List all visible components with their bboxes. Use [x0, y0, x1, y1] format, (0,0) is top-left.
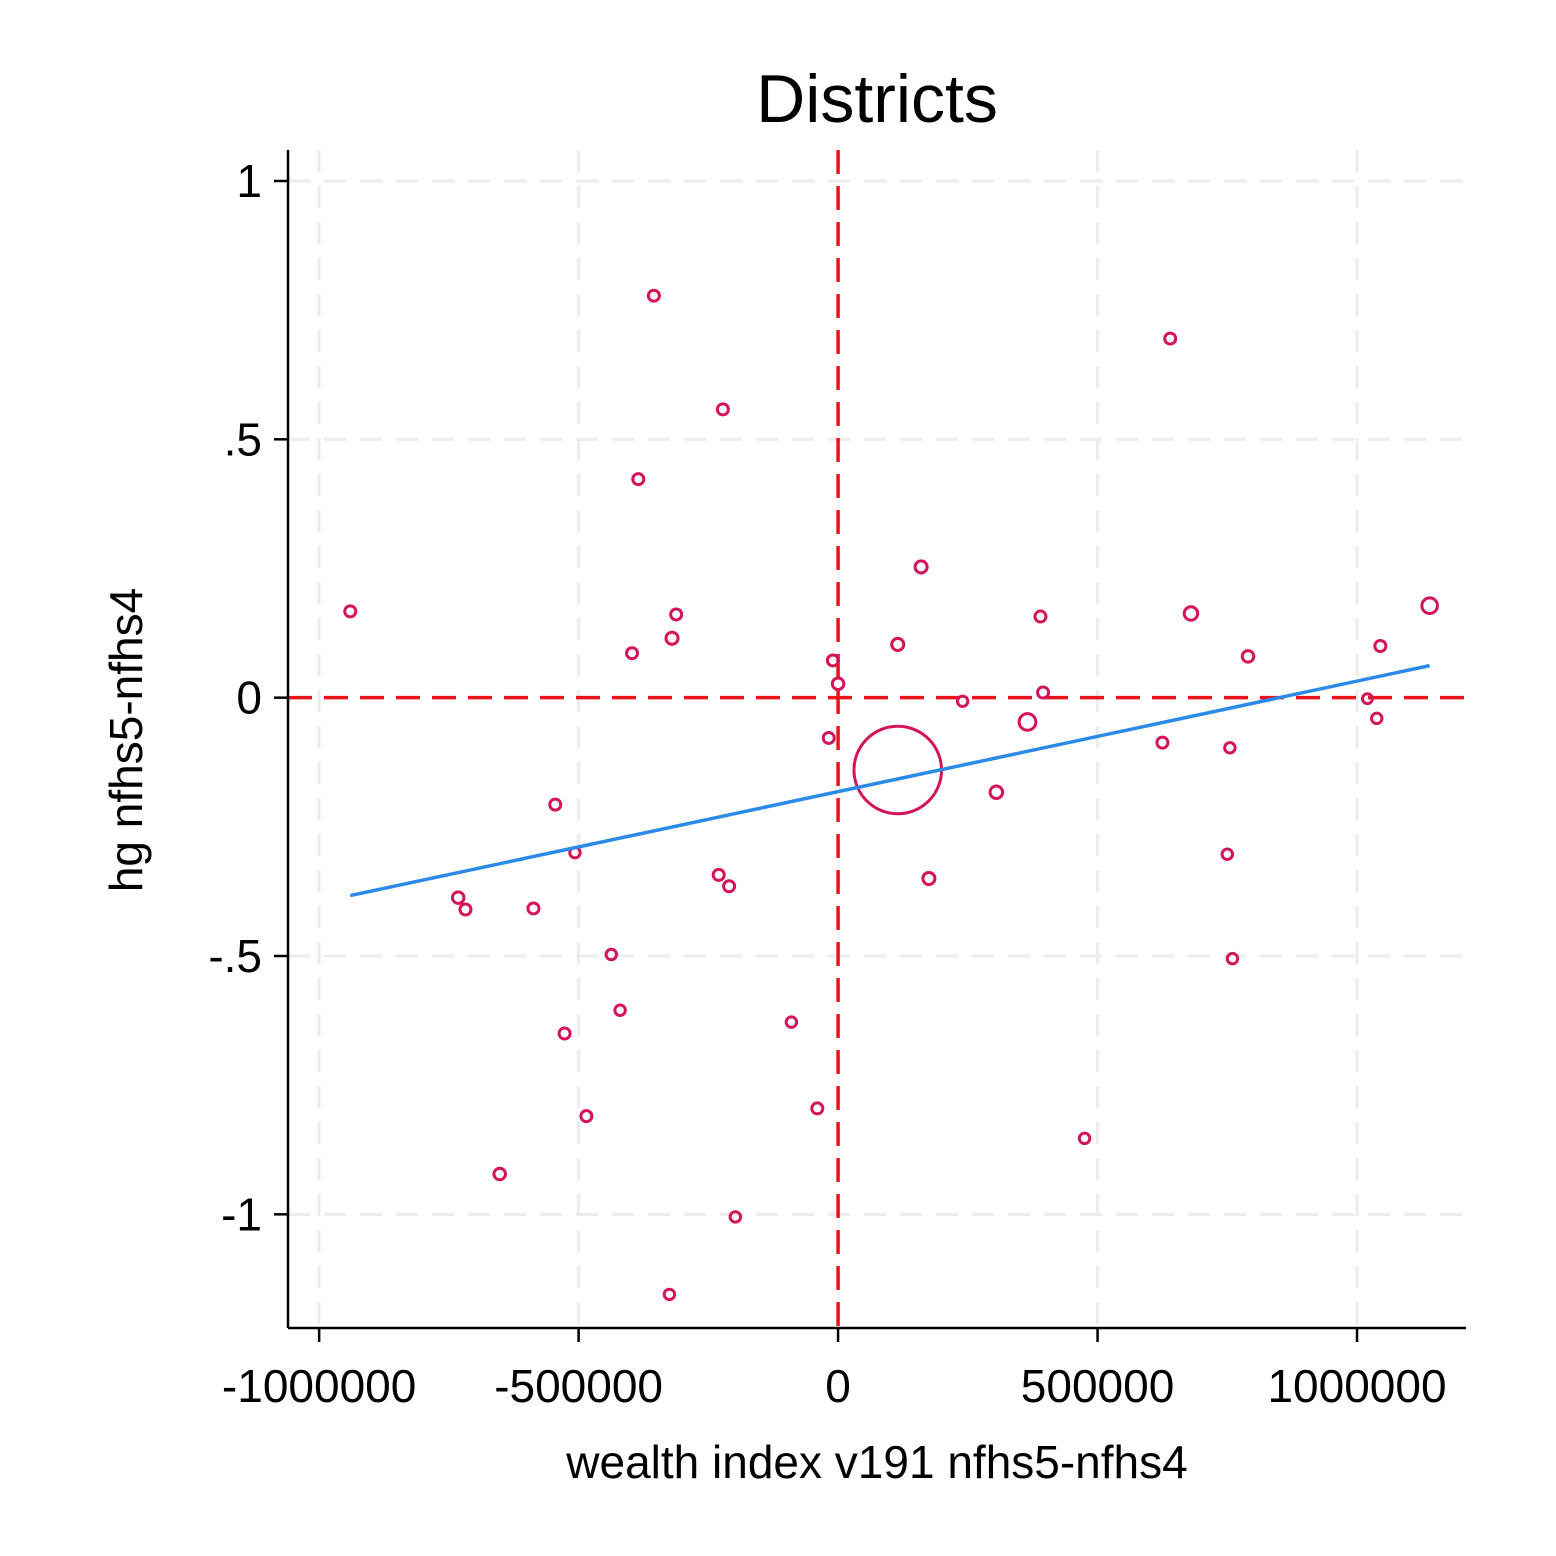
- data-point: [604, 947, 619, 962]
- data-point: [784, 1015, 799, 1029]
- y-tick-label: 1: [236, 155, 262, 207]
- data-point: [1220, 847, 1235, 861]
- y-tick-label: 0: [236, 672, 262, 724]
- data-point: [722, 879, 737, 894]
- data-point: [1182, 605, 1200, 622]
- data-point: [1077, 1131, 1092, 1146]
- x-tick-label: 1000000: [1267, 1360, 1446, 1412]
- fit-line-layer: [349, 663, 1431, 898]
- data-point: [890, 636, 906, 652]
- data-point: [625, 646, 640, 661]
- data-point: [579, 1109, 594, 1124]
- data-point: [728, 1210, 743, 1224]
- data-point: [631, 472, 646, 487]
- reference-lines: [288, 150, 1466, 1328]
- data-point: [825, 653, 840, 668]
- data-point: [1223, 741, 1237, 755]
- y-tick-label: -1: [221, 1188, 262, 1240]
- data-point: [1360, 692, 1374, 706]
- y-tick-label: -.5: [208, 930, 262, 982]
- data-point: [715, 402, 730, 417]
- data-point: [343, 604, 358, 619]
- data-point: [921, 870, 937, 887]
- data-point: [1370, 711, 1384, 726]
- data-point: [830, 676, 846, 691]
- axes: [274, 150, 1466, 1342]
- data-point: [1240, 649, 1256, 664]
- x-axis-title: wealth index v191 nfhs5-nfhs4: [565, 1436, 1187, 1488]
- data-point: [711, 867, 726, 882]
- data-point: [450, 890, 466, 905]
- data-point: [1036, 685, 1051, 700]
- data-point: [1163, 331, 1178, 346]
- data-point: [458, 902, 473, 917]
- data-point: [988, 784, 1005, 800]
- data-point: [557, 1026, 572, 1041]
- data-point: [548, 797, 563, 812]
- data-point: [492, 1166, 507, 1182]
- y-tick-label: .5: [224, 413, 262, 465]
- data-point: [1033, 609, 1048, 624]
- data-point: [526, 901, 541, 916]
- data-point: [852, 724, 944, 816]
- data-point: [646, 288, 661, 303]
- data-point: [1225, 951, 1240, 966]
- data-point: [613, 1003, 627, 1017]
- data-points: [343, 288, 1439, 1302]
- x-tick-label: -500000: [494, 1360, 663, 1412]
- chart-title: Districts: [756, 61, 998, 137]
- data-point: [810, 1101, 825, 1116]
- x-tick-label: -1000000: [222, 1360, 416, 1412]
- data-point: [664, 630, 680, 646]
- data-point: [821, 730, 836, 745]
- tick-labels: -1000000 -500000 0 500000 1000000 -1 -.5 0 .5 1: [208, 155, 1446, 1412]
- x-tick-label: 500000: [1021, 1360, 1175, 1412]
- data-point: [669, 607, 684, 622]
- data-point: [1155, 735, 1170, 750]
- x-tick-label: 0: [825, 1360, 851, 1412]
- fit-line: [349, 663, 1431, 898]
- data-point: [913, 559, 929, 575]
- data-point: [1420, 596, 1439, 615]
- data-point: [1017, 712, 1038, 732]
- data-point: [1373, 639, 1388, 653]
- data-point: [662, 1287, 677, 1302]
- gridlines: [288, 150, 1466, 1328]
- y-axis-title: hg nfhs5-nfhs4: [100, 588, 152, 892]
- data-point: [955, 694, 970, 709]
